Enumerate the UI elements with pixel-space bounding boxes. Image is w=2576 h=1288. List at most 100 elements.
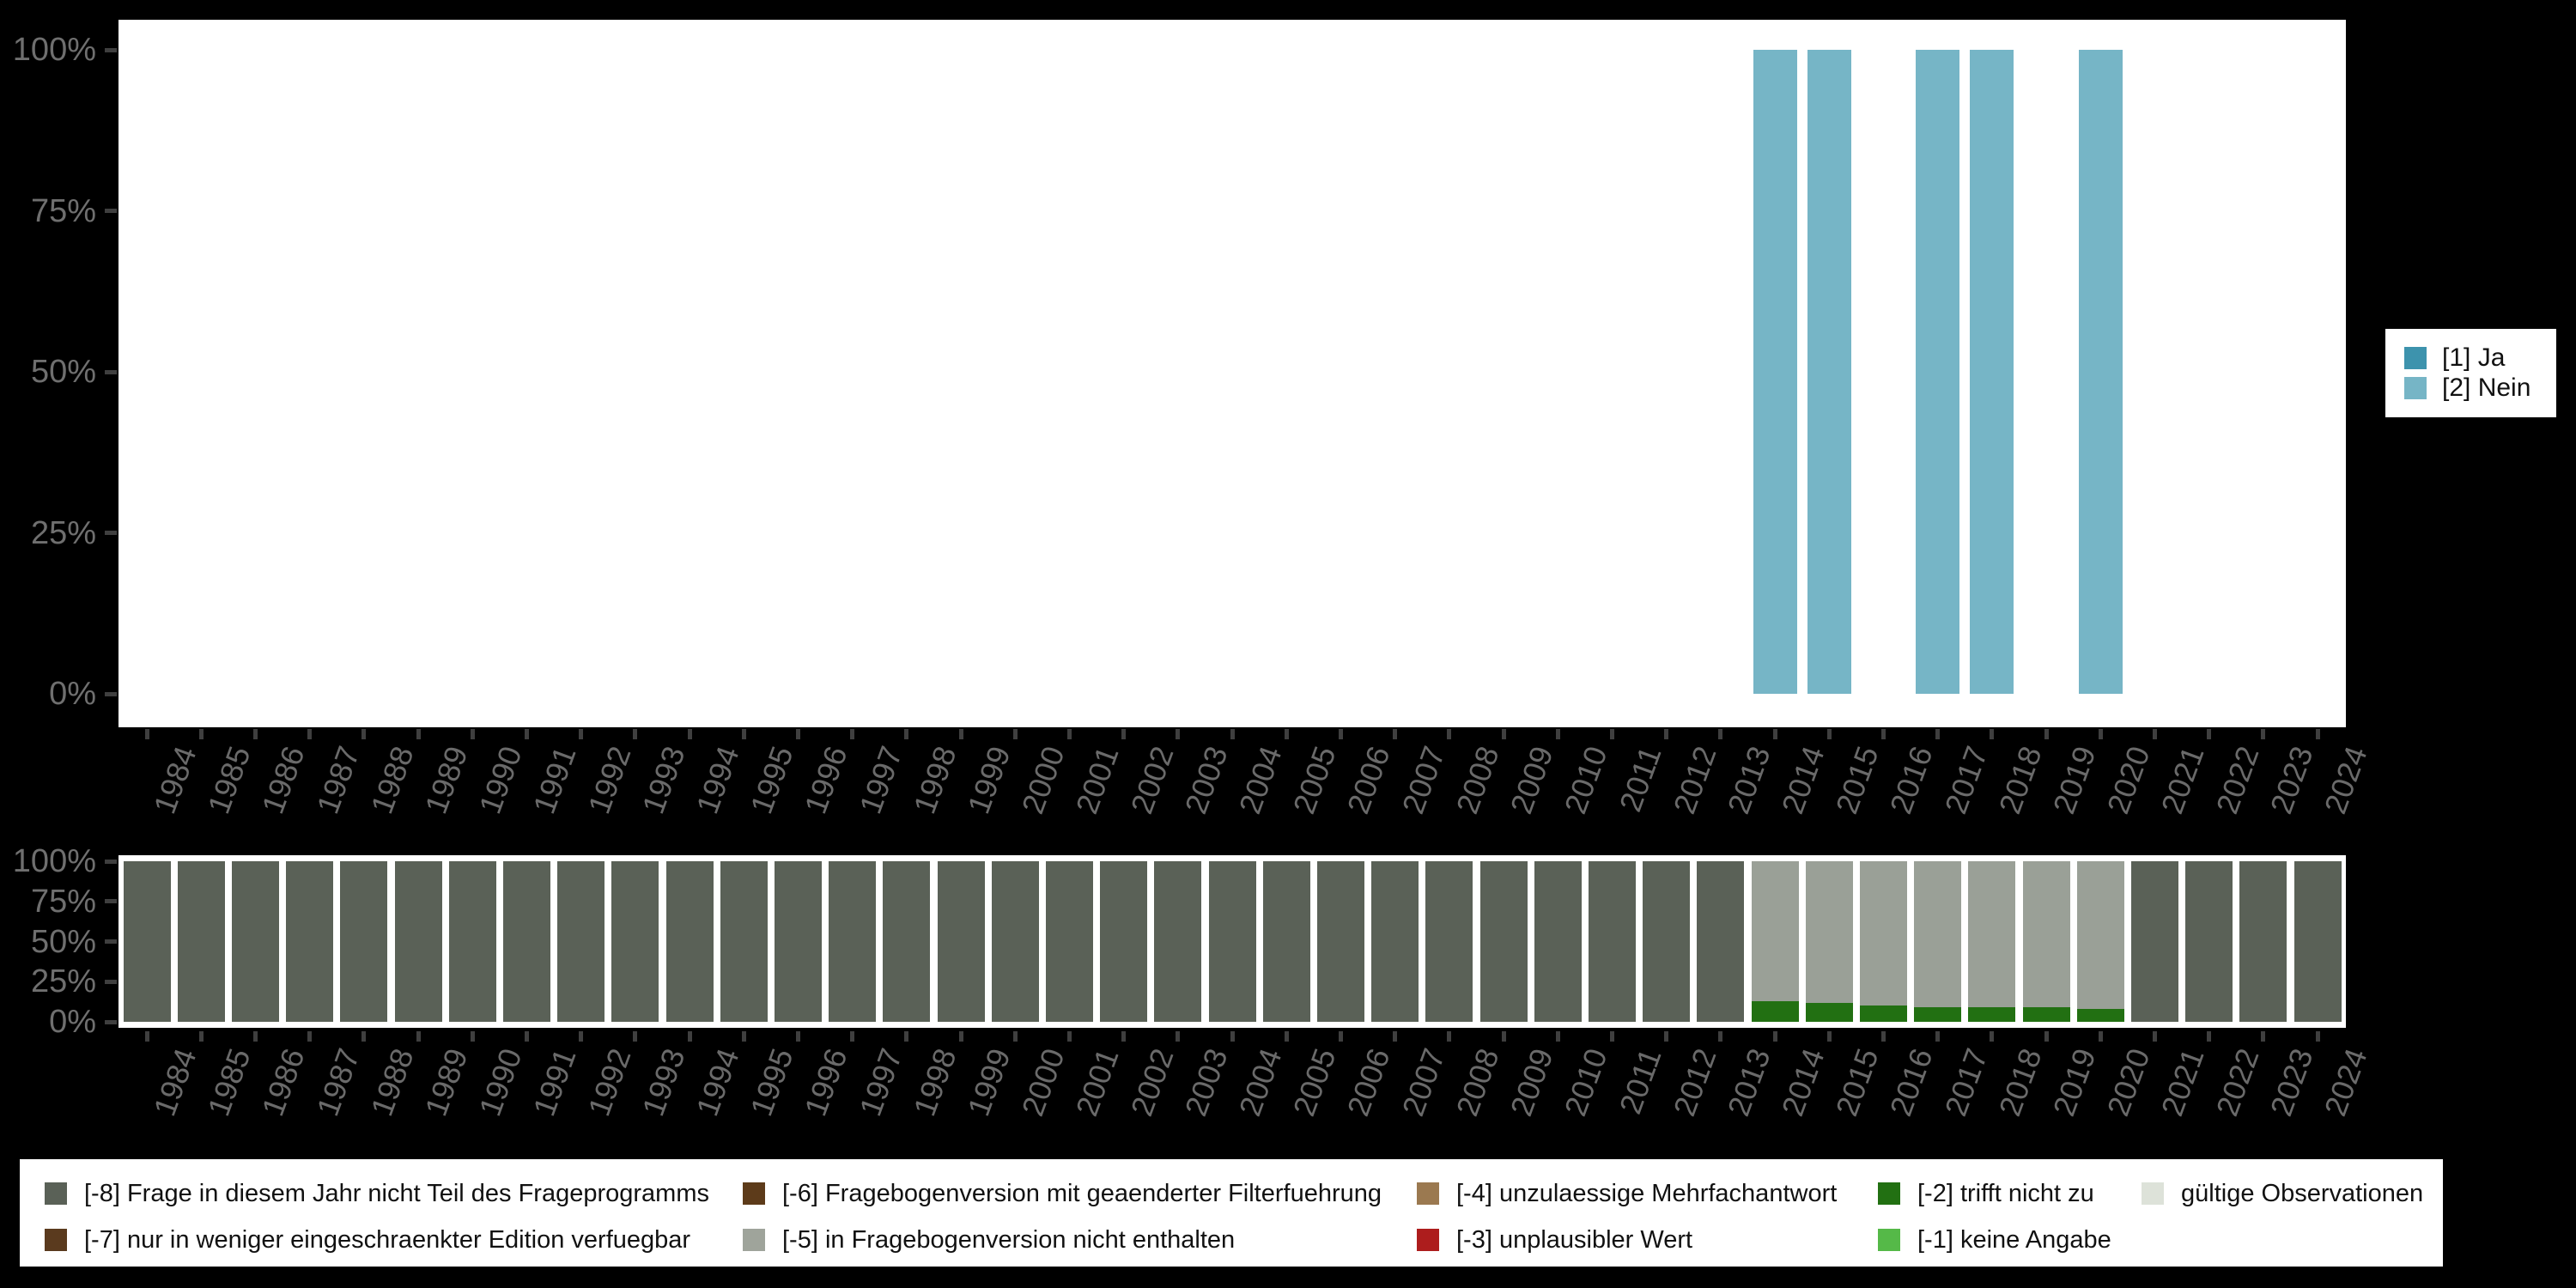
- axis-label-percent: 100%: [12, 32, 96, 68]
- bar-2006--8FrageindiesemJahrnichtTeildesFrageprogramms: [1316, 861, 1364, 1022]
- x-axis-tick: [958, 729, 963, 739]
- bar-2015--2trifftnichtzu: [1805, 1002, 1853, 1022]
- bar-2020--2trifftnichtzu: [2076, 1009, 2124, 1022]
- y-axis-tick: [105, 209, 117, 213]
- legend-item-code-5: [-5] in Fragebogenversion nicht enthalte…: [743, 1226, 1235, 1254]
- legend-swatch: [743, 1182, 765, 1205]
- x-axis-tick: [307, 729, 313, 739]
- y-axis-tick: [105, 899, 117, 904]
- bar-2003--8FrageindiesemJahrnichtTeildesFrageprogramms: [1154, 861, 1202, 1022]
- bar-2016--5inFragebogenversionnichtenthalten: [1859, 861, 1907, 1006]
- x-axis-tick: [2261, 1031, 2266, 1042]
- legend-item-label: [-4] unzulaessige Mehrfachantwort: [1456, 1180, 1838, 1207]
- bar-1989--8FrageindiesemJahrnichtTeildesFrageprogramms: [394, 861, 442, 1022]
- bar-2017--2trifftnichtzu: [1914, 1007, 1962, 1022]
- x-axis-tick: [795, 729, 800, 739]
- x-axis-tick: [1772, 729, 1777, 739]
- legend-item-label: [-1] keine Angabe: [1917, 1226, 2111, 1254]
- legend-item-label: [1] Ja: [2442, 343, 2506, 372]
- x-axis-tick: [1826, 1031, 1832, 1042]
- missings-plot-area: [118, 855, 2346, 1028]
- legend-item: [1] Ja: [2404, 344, 2556, 372]
- x-axis-tick: [1338, 729, 1343, 739]
- x-axis-tick: [1664, 729, 1669, 739]
- bar-1996--8FrageindiesemJahrnichtTeildesFrageprogramms: [774, 861, 822, 1022]
- x-axis-tick: [1880, 729, 1886, 739]
- bar-2009--8FrageindiesemJahrnichtTeildesFrageprogramms: [1479, 861, 1528, 1022]
- x-axis-tick: [1393, 729, 1398, 739]
- x-axis-tick: [1501, 729, 1506, 739]
- bar-1990--8FrageindiesemJahrnichtTeildesFrageprogramms: [448, 861, 496, 1022]
- legend-swatch: [1878, 1229, 1900, 1251]
- bar-2014--5inFragebogenversionnichtenthalten: [1751, 861, 1799, 1001]
- legend-item-label: [-6] Fragebogenversion mit geaenderter F…: [782, 1180, 1382, 1207]
- legend-swatch: [2142, 1182, 2164, 1205]
- legend-swatch: [2404, 377, 2427, 399]
- bar-1997--8FrageindiesemJahrnichtTeildesFrageprogramms: [829, 861, 877, 1022]
- x-axis-tick: [2044, 729, 2049, 739]
- y-axis-tick: [105, 47, 117, 52]
- x-axis-tick: [2261, 729, 2266, 739]
- x-axis-tick: [2315, 729, 2320, 739]
- bar-2019--5inFragebogenversionnichtenthalten: [2022, 861, 2070, 1008]
- y-axis-tick: [105, 531, 117, 535]
- axis-label-percent: 100%: [12, 843, 96, 879]
- bar-2005--8FrageindiesemJahrnichtTeildesFrageprogramms: [1262, 861, 1310, 1022]
- bar-1991--8FrageindiesemJahrnichtTeildesFrageprogramms: [502, 861, 550, 1022]
- x-axis-tick: [958, 1031, 963, 1042]
- x-axis-tick: [1230, 729, 1235, 739]
- legend-item-code-7: [-7] nur in weniger eingeschraenkter Edi…: [45, 1226, 690, 1254]
- x-axis-tick: [1176, 729, 1181, 739]
- bar-2004--8FrageindiesemJahrnichtTeildesFrageprogramms: [1208, 861, 1256, 1022]
- bar-2021--8FrageindiesemJahrnichtTeildesFrageprogramms: [2130, 861, 2178, 1022]
- bar-2014-2Nein: [1753, 50, 1797, 694]
- legend-swatch: [2404, 347, 2427, 369]
- legend-item-code-2: [-2] trifft nicht zu: [1878, 1180, 2094, 1207]
- axis-label-percent: 50%: [30, 923, 96, 960]
- bar-2010--8FrageindiesemJahrnichtTeildesFrageprogramms: [1534, 861, 1582, 1022]
- x-axis-tick: [361, 729, 367, 739]
- bar-2022--8FrageindiesemJahrnichtTeildesFrageprogramms: [2185, 861, 2233, 1022]
- x-axis-tick: [1121, 729, 1127, 739]
- bar-2015-2Nein: [1807, 50, 1851, 694]
- x-axis-tick: [1012, 1031, 1018, 1042]
- x-axis-tick: [470, 1031, 475, 1042]
- x-axis-tick: [144, 1031, 149, 1042]
- bar-1992--8FrageindiesemJahrnichtTeildesFrageprogramms: [557, 861, 605, 1022]
- x-axis-tick: [850, 1031, 855, 1042]
- y-axis-tick: [105, 979, 117, 984]
- legend-item-label: [-8] Frage in diesem Jahr nicht Teil des…: [84, 1180, 709, 1207]
- x-axis-tick: [741, 1031, 746, 1042]
- x-axis-tick: [579, 729, 584, 739]
- bar-1985--8FrageindiesemJahrnichtTeildesFrageprogramms: [177, 861, 225, 1022]
- legend-item-label: [-5] in Fragebogenversion nicht enthalte…: [782, 1226, 1236, 1254]
- bar-2018--5inFragebogenversionnichtenthalten: [1968, 861, 2016, 1008]
- x-axis-tick: [687, 1031, 692, 1042]
- x-axis-tick: [633, 1031, 638, 1042]
- x-axis-tick: [1066, 1031, 1072, 1042]
- x-axis-tick: [1935, 729, 1941, 739]
- y-axis-tick: [105, 691, 117, 696]
- x-axis-tick: [1230, 1031, 1235, 1042]
- x-axis-tick: [416, 1031, 421, 1042]
- x-axis-tick: [633, 729, 638, 739]
- bar-2024--8FrageindiesemJahrnichtTeildesFrageprogramms: [2293, 861, 2342, 1022]
- axis-label-percent: 75%: [30, 192, 96, 229]
- legend-item-label: [-2] trifft nicht zu: [1917, 1180, 2094, 1207]
- legend-swatch: [1878, 1182, 1900, 1205]
- legend-item: [2] Nein: [2404, 374, 2556, 402]
- bar-2018--2trifftnichtzu: [1968, 1007, 2016, 1022]
- x-axis-tick: [1664, 1031, 1669, 1042]
- x-axis-tick: [2098, 1031, 2103, 1042]
- bar-2012--8FrageindiesemJahrnichtTeildesFrageprogramms: [1643, 861, 1691, 1022]
- bar-1994--8FrageindiesemJahrnichtTeildesFrageprogramms: [665, 861, 714, 1022]
- bar-2001--8FrageindiesemJahrnichtTeildesFrageprogramms: [1045, 861, 1093, 1022]
- bar-2017--5inFragebogenversionnichtenthalten: [1914, 861, 1962, 1008]
- legend-item-label: gültige Observationen: [2181, 1180, 2424, 1207]
- x-axis-tick: [2098, 729, 2103, 739]
- x-axis-tick: [1935, 1031, 1941, 1042]
- bar-1998--8FrageindiesemJahrnichtTeildesFrageprogramms: [883, 861, 931, 1022]
- legend-item-code-3: [-3] unplausibler Wert: [1417, 1226, 1692, 1254]
- y-axis-tick: [105, 369, 117, 374]
- bar-2002--8FrageindiesemJahrnichtTeildesFrageprogramms: [1100, 861, 1148, 1022]
